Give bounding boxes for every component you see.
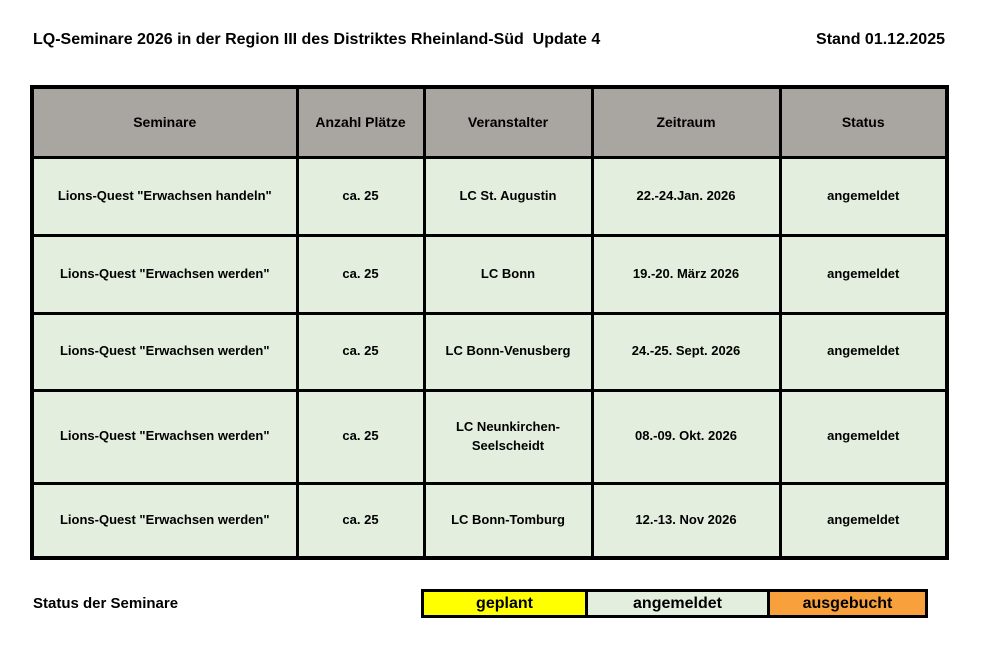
column-header-status: Status [778, 85, 949, 159]
table-row: Lions-Quest "Erwachsen werden" ca. 25 LC… [30, 388, 949, 485]
column-header-veranstalter: Veranstalter [422, 85, 594, 159]
cell-plaetze: ca. 25 [295, 311, 426, 392]
legend-item-geplant: geplant [421, 589, 588, 618]
cell-veranstalter: LC Neunkirchen-Seelscheidt [422, 388, 594, 485]
legend-item-ausgebucht: ausgebucht [767, 589, 928, 618]
cell-status: angemeldet [778, 481, 949, 560]
cell-veranstalter: LC Bonn-Tomburg [422, 481, 594, 560]
cell-zeitraum: 19.-20. März 2026 [590, 233, 782, 315]
seminar-table: Seminare Anzahl Plätze Veranstalter Zeit… [30, 85, 949, 560]
cell-veranstalter: LC Bonn [422, 233, 594, 315]
cell-seminar: Lions-Quest "Erwachsen werden" [30, 233, 299, 315]
cell-seminar: Lions-Quest "Erwachsen werden" [30, 481, 299, 560]
table-row: Lions-Quest "Erwachsen werden" ca. 25 LC… [30, 311, 949, 392]
cell-status: angemeldet [778, 155, 949, 237]
cell-plaetze: ca. 25 [295, 388, 426, 485]
table-row: Lions-Quest "Erwachsen handeln" ca. 25 L… [30, 155, 949, 237]
table-row: Lions-Quest "Erwachsen werden" ca. 25 LC… [30, 233, 949, 315]
cell-zeitraum: 08.-09. Okt. 2026 [590, 388, 782, 485]
cell-zeitraum: 24.-25. Sept. 2026 [590, 311, 782, 392]
column-header-seminare: Seminare [30, 85, 299, 159]
cell-zeitraum: 22.-24.Jan. 2026 [590, 155, 782, 237]
cell-veranstalter: LC Bonn-Venusberg [422, 311, 594, 392]
cell-status: angemeldet [778, 388, 949, 485]
cell-seminar: Lions-Quest "Erwachsen handeln" [30, 155, 299, 237]
cell-seminar: Lions-Quest "Erwachsen werden" [30, 388, 299, 485]
table-row: Lions-Quest "Erwachsen werden" ca. 25 LC… [30, 481, 949, 560]
table-header-row: Seminare Anzahl Plätze Veranstalter Zeit… [30, 85, 949, 159]
document-header: LQ-Seminare 2026 in der Region III des D… [33, 31, 945, 49]
cell-seminar: Lions-Quest "Erwachsen werden" [30, 311, 299, 392]
column-header-anzahl-plaetze: Anzahl Plätze [295, 85, 426, 159]
cell-status: angemeldet [778, 311, 949, 392]
legend-title: Status der Seminare [33, 595, 179, 612]
page-title: LQ-Seminare 2026 in der Region III des D… [33, 31, 601, 48]
column-header-zeitraum: Zeitraum [590, 85, 782, 159]
cell-plaetze: ca. 25 [295, 155, 426, 237]
status-legend: geplant angemeldet ausgebucht [421, 589, 928, 618]
cell-zeitraum: 12.-13. Nov 2026 [590, 481, 782, 560]
cell-plaetze: ca. 25 [295, 481, 426, 560]
cell-veranstalter: LC St. Augustin [422, 155, 594, 237]
date-stamp: Stand 01.12.2025 [816, 31, 945, 48]
cell-plaetze: ca. 25 [295, 233, 426, 315]
cell-status: angemeldet [778, 233, 949, 315]
legend-item-angemeldet: angemeldet [585, 589, 770, 618]
